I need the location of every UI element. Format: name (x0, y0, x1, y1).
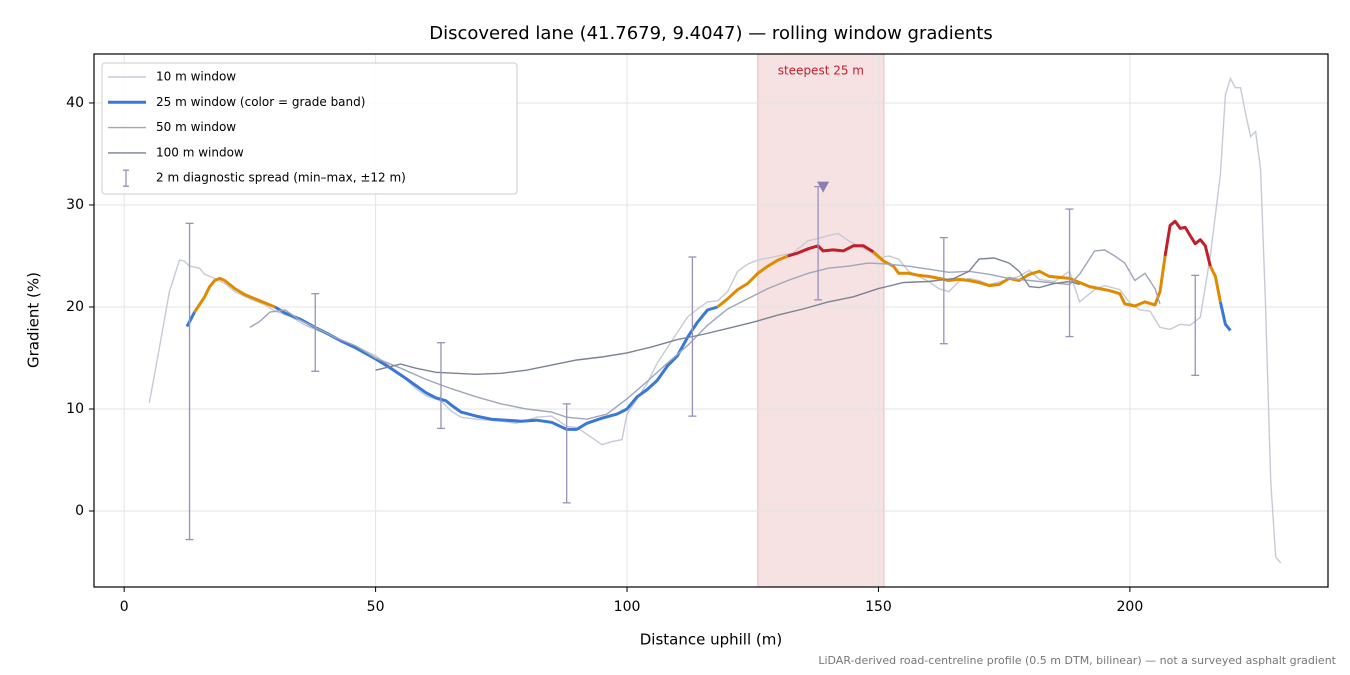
y-tick-label: 20 (66, 299, 84, 315)
legend: 10 m window 25 m window (color = grade ba… (101, 62, 518, 195)
legend-label: 10 m window (156, 70, 236, 84)
legend-label: 50 m window (156, 120, 236, 134)
y-tick-label: 30 (66, 197, 84, 213)
legend-label: 2 m diagnostic spread (min–max, ±12 m) (156, 171, 406, 185)
y-tick-label: 10 (66, 401, 84, 417)
error-bar (688, 256, 697, 417)
series-line-band (193, 276, 276, 313)
series-line (375, 257, 1080, 376)
y-axis-label: Gradient (%) (25, 272, 43, 368)
highlight-span (757, 53, 885, 588)
legend-box (101, 62, 518, 195)
x-tick-label: 200 (1117, 599, 1144, 615)
x-tick-label: 100 (614, 599, 641, 615)
series-line-band (787, 244, 875, 258)
series-line-band (1208, 265, 1222, 303)
highlight-label: steepest 25 m (778, 64, 864, 78)
error-bar (185, 222, 194, 541)
series-line-band (872, 250, 1167, 308)
series-line-band (185, 311, 196, 328)
series-line-band (274, 305, 718, 431)
footnote: LiDAR-derived road-centreline profile (0… (818, 654, 1336, 667)
error-bar (311, 293, 320, 372)
chart-title: Discovered lane (41.7679, 9.4047) — roll… (429, 23, 992, 44)
plot-frame (93, 53, 1329, 588)
error-bar (939, 236, 948, 345)
legend-label: 25 m window (color = grade band) (156, 95, 365, 109)
peak-marker (817, 181, 830, 193)
y-tick-label: 40 (66, 95, 84, 111)
legend-swatch (123, 169, 129, 187)
x-axis-label: Distance uphill (m) (640, 631, 782, 649)
y-tick-label: 0 (75, 503, 84, 519)
x-tick-label: 50 (367, 599, 385, 615)
error-bar (1065, 208, 1074, 338)
legend-label: 100 m window (156, 145, 244, 159)
error-bar (1191, 274, 1200, 376)
x-tick-label: 150 (865, 599, 892, 615)
series-line-band (1218, 301, 1232, 332)
series-line (249, 249, 1161, 420)
error-bar (436, 342, 445, 430)
x-tick-label: 0 (120, 599, 129, 615)
error-bar (562, 403, 571, 504)
series-line-band (716, 254, 789, 309)
series-line-band (1163, 219, 1212, 267)
